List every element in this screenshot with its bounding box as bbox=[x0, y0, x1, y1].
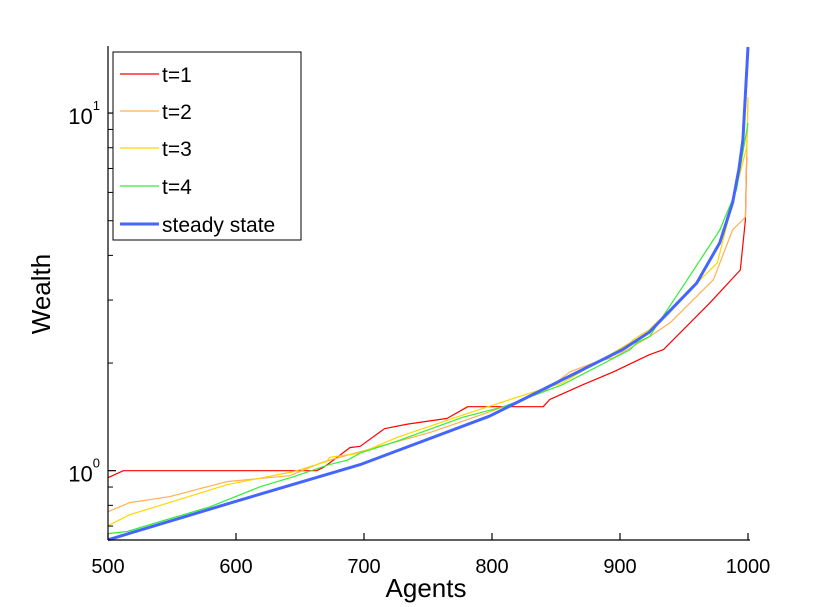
x-tick-label: 1000 bbox=[726, 556, 771, 578]
series-layer bbox=[107, 46, 750, 542]
x-axis-label: Agents bbox=[386, 573, 467, 603]
y-tick-exponent: 0 bbox=[93, 456, 100, 471]
legend-label: t=4 bbox=[162, 176, 192, 199]
y-tick-base: 10 bbox=[68, 104, 92, 129]
axes bbox=[107, 46, 750, 541]
y-tick-base: 10 bbox=[68, 462, 92, 487]
legend: t=1 t=2 t=3 t=4 steady state bbox=[112, 51, 302, 241]
x-tick-label: 500 bbox=[91, 556, 124, 578]
y-axis-label: Wealth bbox=[26, 254, 56, 334]
x-tick-label: 600 bbox=[219, 556, 252, 578]
x-tick-label: 800 bbox=[475, 556, 508, 578]
legend-label: t=1 bbox=[162, 64, 192, 87]
y-tick-label: 100 bbox=[68, 456, 100, 487]
y-tick-exponent: 1 bbox=[93, 98, 100, 113]
legend-label: steady state bbox=[162, 214, 275, 237]
x-tick-label: 700 bbox=[347, 556, 380, 578]
series-line-steady-state bbox=[107, 46, 750, 542]
series-line-t-3 bbox=[107, 96, 749, 527]
series-line-t-4 bbox=[107, 122, 749, 535]
legend-label: t=3 bbox=[162, 138, 192, 161]
x-tick-label: 900 bbox=[603, 556, 636, 578]
y-tick-label: 101 bbox=[68, 98, 100, 129]
legend-box bbox=[112, 51, 302, 241]
legend-label: t=2 bbox=[162, 101, 192, 124]
